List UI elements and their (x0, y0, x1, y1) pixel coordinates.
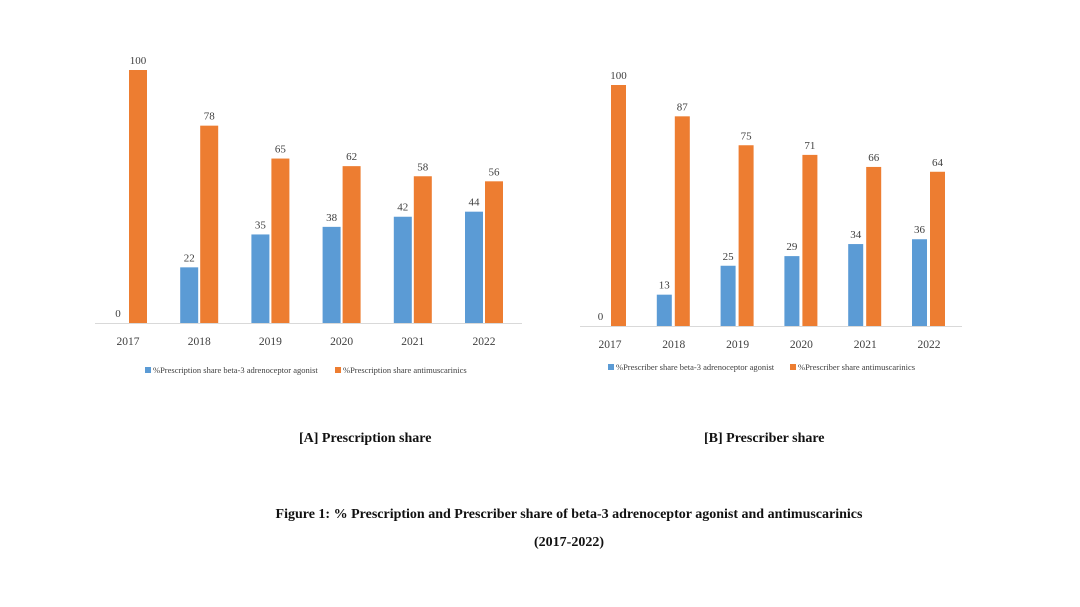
chart-b-x-tick-label: 2017 (599, 339, 622, 351)
chart-b-bar-antimuscarinics (611, 85, 626, 326)
chart-a-bar-antimuscarinics (200, 125, 219, 323)
chart-a-legend-label-antimuscarinics: %Prescription share antimuscarinics (343, 365, 467, 375)
chart-b-prescriber-share: 2017 0 100 2018 13 87 2019 25 75 2020 29 71 2021 34 66… (580, 70, 962, 372)
chart-a-bar-antimuscarinics (413, 176, 432, 323)
chart-a-legend-swatch-antimuscarinics (335, 367, 341, 373)
chart-a-data-label-beta3: 35 (255, 219, 267, 231)
chart-a-bar-antimuscarinics (129, 70, 147, 323)
chart-b-legend-swatch-antimuscarinics (790, 364, 796, 370)
chart-b-x-tick-label: 2022 (918, 339, 941, 351)
chart-b-x-tick-label: 2018 (662, 339, 685, 351)
chart-b-x-tick-label: 2020 (790, 339, 813, 351)
chart-b-data-label-beta3: 25 (723, 251, 735, 263)
chart-a-bar-beta3 (465, 211, 483, 323)
chart-a-x-tick-label: 2021 (401, 336, 424, 348)
chart-a-data-label-antimuscarinics: 78 (204, 111, 216, 123)
chart-a-data-label-beta3: 42 (397, 202, 408, 214)
chart-a-x-tick-label: 2019 (259, 336, 282, 348)
chart-b-data-label-beta3: 34 (850, 229, 862, 241)
chart-a-legend-swatch-beta3 (145, 367, 151, 373)
chart-b-data-label-beta3: 36 (914, 224, 926, 236)
chart-a-bar-antimuscarinics (485, 181, 503, 323)
chart-b-data-label-beta3: 13 (659, 280, 671, 292)
chart-b-bar-antimuscarinics (738, 145, 754, 326)
chart-b-legend-label-beta3: %Prescriber share beta-3 adrenoceptor ag… (616, 362, 775, 372)
panel-a-caption: [A] Prescription share (299, 431, 432, 446)
chart-a-bar-antimuscarinics (271, 158, 290, 323)
chart-b-bar-beta3 (656, 294, 672, 326)
chart-b-x-tick-label: 2019 (726, 339, 749, 351)
chart-b-data-label-beta3: 0 (598, 311, 604, 323)
chart-b-bar-beta3 (848, 244, 864, 326)
chart-b-data-label-antimuscarinics: 71 (804, 140, 815, 152)
figure-caption-line-1: Figure 1: % Prescription and Prescriber … (275, 507, 863, 522)
chart-a-data-label-beta3: 44 (469, 197, 481, 209)
chart-a-data-label-antimuscarinics: 100 (130, 55, 147, 67)
chart-b-data-label-antimuscarinics: 87 (677, 101, 689, 113)
chart-b-bar-beta3 (912, 239, 927, 326)
chart-a-data-label-antimuscarinics: 58 (417, 161, 429, 173)
chart-a-bar-beta3 (393, 216, 412, 323)
chart-b-data-label-antimuscarinics: 64 (932, 157, 944, 169)
chart-a-bar-beta3 (251, 234, 270, 323)
chart-a-bar-beta3 (322, 226, 341, 323)
chart-a-prescription-share: 2017 0 100 2018 22 78 2019 35 65 2020 38 62 2021 42 58… (95, 55, 522, 375)
chart-b-bar-antimuscarinics (866, 166, 882, 326)
chart-b-bar-beta3 (720, 265, 736, 326)
chart-b-data-label-antimuscarinics: 66 (868, 152, 880, 164)
chart-a-x-tick-label: 2022 (473, 336, 496, 348)
chart-a-data-label-beta3: 38 (326, 212, 338, 224)
chart-b-data-label-beta3: 29 (786, 241, 798, 253)
figure-caption-line-2: (2017-2022) (534, 535, 604, 550)
chart-a-data-label-antimuscarinics: 65 (275, 144, 287, 156)
chart-b-bar-antimuscarinics (802, 154, 818, 326)
chart-a-data-label-antimuscarinics: 62 (346, 151, 357, 163)
chart-b-bar-antimuscarinics (674, 116, 690, 326)
chart-a-data-label-beta3: 22 (184, 252, 195, 264)
chart-b-bar-antimuscarinics (930, 171, 945, 326)
chart-b-bar-beta3 (784, 256, 800, 326)
chart-a-bar-antimuscarinics (342, 166, 361, 323)
panel-b-caption: [B] Prescriber share (704, 431, 825, 446)
chart-a-data-label-beta3: 0 (115, 308, 121, 320)
chart-a-x-tick-label: 2018 (188, 336, 211, 348)
chart-b-x-tick-label: 2021 (854, 339, 877, 351)
chart-b-legend-swatch-beta3 (608, 364, 614, 370)
chart-a-bar-beta3 (180, 267, 199, 323)
chart-a-legend-label-beta3: %Prescription share beta-3 adrenoceptor … (153, 365, 318, 375)
chart-b-data-label-antimuscarinics: 75 (741, 130, 753, 142)
chart-a-x-tick-label: 2017 (117, 336, 140, 348)
chart-a-data-label-antimuscarinics: 56 (489, 166, 501, 178)
chart-a-x-tick-label: 2020 (330, 336, 353, 348)
chart-b-data-label-antimuscarinics: 100 (610, 70, 627, 82)
chart-b-legend-label-antimuscarinics: %Prescriber share antimuscarinics (798, 362, 915, 372)
